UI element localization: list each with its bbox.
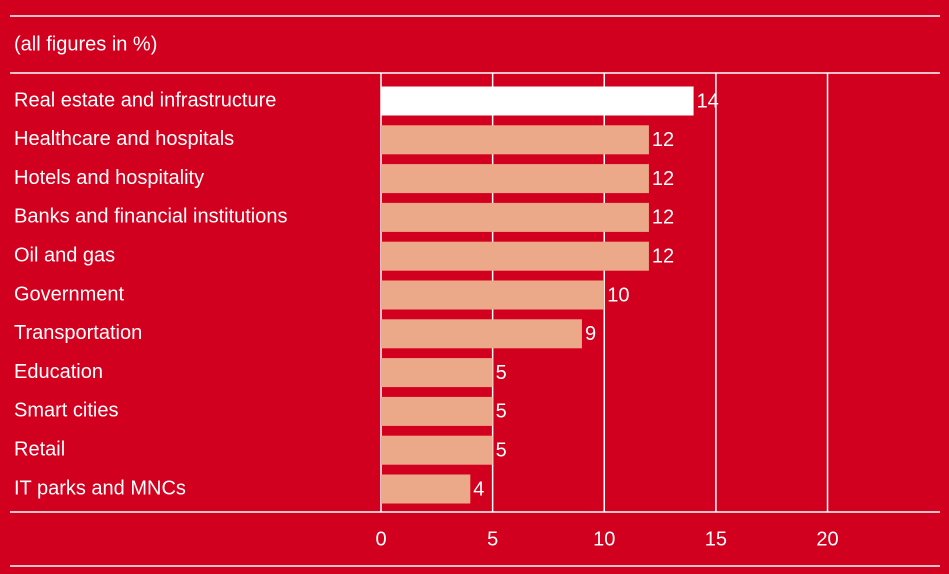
category-label: Banks and financial institutions [14, 206, 288, 228]
category-label: Retail [14, 438, 65, 460]
value-label: 12 [652, 168, 674, 190]
bar [381, 474, 471, 504]
value-label: 9 [585, 323, 596, 345]
bar [381, 435, 493, 465]
category-label: Hotels and hospitality [14, 167, 204, 189]
category-label: Transportation [14, 322, 142, 344]
bar [381, 125, 649, 155]
bar [381, 319, 582, 349]
category-label: Education [14, 361, 103, 383]
value-label: 12 [652, 245, 674, 267]
bar [381, 358, 493, 388]
category-label: Healthcare and hospitals [14, 128, 234, 150]
category-label: Real estate and infrastructure [14, 89, 276, 111]
value-label: 5 [496, 401, 507, 423]
value-label: 5 [496, 439, 507, 461]
x-tick-label: 15 [705, 528, 727, 550]
category-label: Government [14, 283, 124, 305]
value-label: 10 [607, 284, 629, 306]
value-label: 12 [652, 129, 674, 151]
x-tick-label: 5 [487, 528, 498, 550]
x-tick-label: 20 [816, 528, 838, 550]
bar [381, 280, 605, 310]
chart-title: (all figures in %) [14, 33, 157, 55]
category-label: Oil and gas [14, 244, 115, 266]
category-label: Smart cities [14, 400, 118, 422]
bar [381, 396, 493, 426]
value-label: 5 [496, 362, 507, 384]
value-label: 4 [473, 478, 484, 500]
bar [381, 164, 649, 194]
category-label: IT parks and MNCs [14, 477, 186, 499]
x-tick-label: 10 [593, 528, 615, 550]
value-label: 14 [697, 90, 719, 112]
value-label: 12 [652, 207, 674, 229]
x-tick-label: 0 [375, 528, 386, 550]
bar [381, 202, 649, 232]
bar [381, 241, 649, 271]
bar [381, 86, 694, 116]
